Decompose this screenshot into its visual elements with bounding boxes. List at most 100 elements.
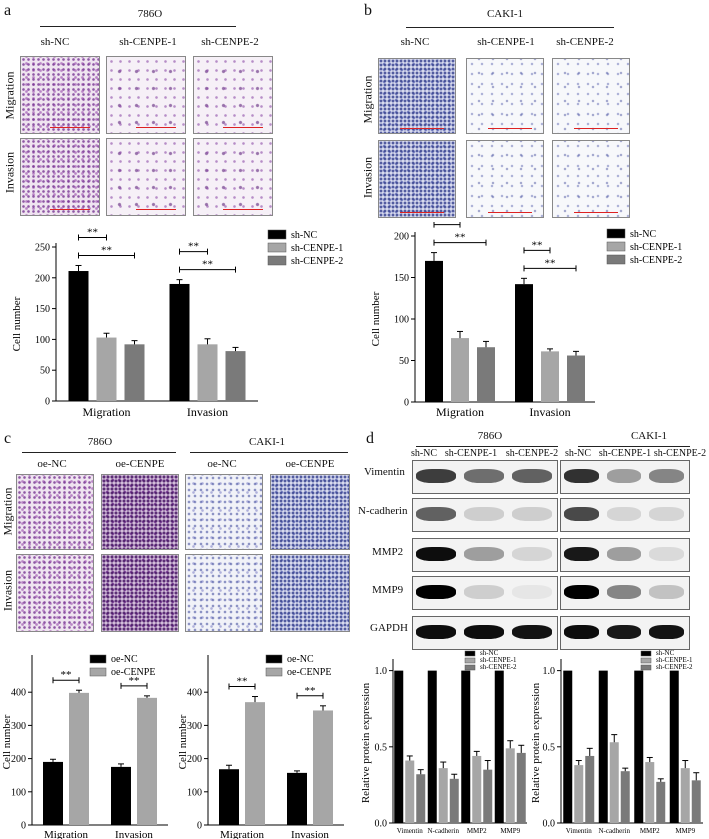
panel-c-micrograph-caki-oenc-migration [185, 474, 263, 550]
blot-band [464, 469, 504, 483]
legend-swatch [265, 667, 283, 677]
bar [477, 347, 495, 402]
x-tick-label: Invasion [115, 829, 153, 839]
chart-c1: 0 100 200 300 400 Cell number Migration Invasio… [1, 654, 168, 839]
legend-swatch [267, 229, 287, 240]
panel-c-cell-line-2: CAKI-1 [248, 436, 286, 448]
panel-d-lane-2: sh-CENPE-1 [444, 448, 498, 459]
panel-a-group-1: sh-NC [40, 36, 70, 48]
panel-c-header-line-2 [190, 452, 348, 453]
y-tick-label: 100 [35, 335, 50, 346]
blot-band [512, 625, 552, 639]
significance-label: ** [101, 244, 112, 256]
bar [405, 760, 415, 823]
y-tick-label: 50 [40, 366, 50, 377]
panel-b-header-line [406, 27, 614, 28]
bar [645, 762, 655, 823]
wb-label-ncadherin: N-cadherin [358, 505, 408, 517]
blot-band [606, 625, 642, 639]
bar [225, 351, 246, 401]
legend-label: sh-CENPE-1 [630, 242, 682, 253]
panel-a-micrograph-sh2-invasion [193, 138, 273, 216]
legend-label: oe-NC [111, 654, 138, 665]
x-tick-label: Migration [220, 829, 264, 839]
y-tick-label: 200 [11, 754, 26, 765]
scale-bar [223, 127, 263, 128]
y-tick-label: 100 [187, 787, 202, 798]
x-tick-label: Invasion [187, 405, 228, 419]
scale-bar [488, 128, 532, 129]
x-tick-label: Migration [44, 829, 88, 839]
panel-b-micrograph-sh1-invasion [466, 140, 544, 218]
blot-band [564, 507, 599, 521]
significance-label: ** [532, 239, 543, 251]
panel-a-row-migration: Migration [2, 71, 17, 120]
bar [69, 692, 89, 825]
blot-band [416, 585, 456, 599]
bar [287, 772, 307, 825]
bar [680, 768, 690, 823]
y-tick-label: 400 [11, 688, 26, 699]
panel-d-cell-line-2: CAKI-1 [630, 430, 668, 442]
bar [563, 670, 573, 823]
blot-band [416, 547, 456, 561]
bar [449, 778, 459, 823]
panel-a-micrograph-shnc-invasion [20, 138, 100, 216]
panel-c-row-invasion: Invasion [0, 569, 15, 612]
wb-label-mmp9: MMP9 [372, 584, 404, 596]
blot-band [649, 507, 684, 521]
panel-c-micrograph-caki-oecenpe-migration [270, 474, 350, 550]
panel-b-cell-line: CAKI-1 [486, 8, 524, 20]
blot-band [416, 625, 456, 639]
panel-b-micrograph-sh2-migration [552, 58, 630, 134]
bar [609, 742, 619, 823]
x-tick-label: MMP2 [467, 827, 487, 835]
blot-band [649, 547, 684, 561]
panel-b-group-2: sh-CENPE-1 [477, 36, 535, 48]
legend-swatch [606, 228, 626, 239]
panel-a-letter: a [4, 2, 12, 19]
panel-d-lane-5: sh-CENPE-1 [598, 448, 652, 459]
legend-label: sh-NC [480, 649, 499, 657]
blot-band [564, 625, 599, 639]
significance-label: ** [87, 226, 98, 238]
bar [541, 351, 559, 402]
y-tick-label: 400 [187, 688, 202, 699]
x-tick-label: Migration [436, 405, 484, 419]
blot-band [606, 507, 642, 521]
legend-label: oe-CENPE [287, 667, 331, 678]
scale-bar [574, 128, 618, 129]
bar [505, 748, 515, 823]
significance-label: ** [129, 675, 140, 687]
blot-band [416, 469, 456, 483]
y-axis-label: Cell number [11, 296, 23, 351]
y-tick-label: 200 [35, 273, 50, 284]
significance-label: ** [545, 257, 556, 269]
bar [137, 697, 157, 825]
significance-label: ** [442, 222, 453, 226]
bar [620, 771, 630, 823]
chart-a: 0 50 100 150 200 250 Cell number Migration Invas… [11, 226, 343, 419]
y-tick-label: 0 [197, 821, 202, 832]
blot-band [512, 585, 552, 599]
panel-d-lane-6: sh-CENPE-2 [653, 448, 707, 459]
wb-label-gapdh: GAPDH [370, 622, 408, 634]
wb-label-mmp2: MMP2 [372, 546, 404, 558]
panel-d-lane-4: sh-NC [564, 448, 592, 459]
blot-band [564, 547, 599, 561]
bar [427, 670, 437, 823]
blot-band [564, 585, 599, 599]
bar [515, 284, 533, 402]
legend-swatch [606, 241, 626, 252]
panel-a-micrograph-sh1-migration [106, 56, 186, 134]
bar [691, 780, 701, 823]
panel-c-micrograph-caki-oenc-invasion [185, 554, 263, 632]
significance-label: ** [237, 676, 248, 688]
panel-c-micrograph-caki-oecenpe-invasion [270, 554, 350, 632]
panel-c-letter: c [4, 430, 12, 447]
y-axis-label: Cell number [177, 714, 189, 769]
legend-swatch [640, 664, 652, 671]
legend-swatch [640, 657, 652, 664]
panel-c-micrograph-786o-oecenpe-migration [101, 474, 179, 550]
significance-label: ** [305, 685, 316, 697]
